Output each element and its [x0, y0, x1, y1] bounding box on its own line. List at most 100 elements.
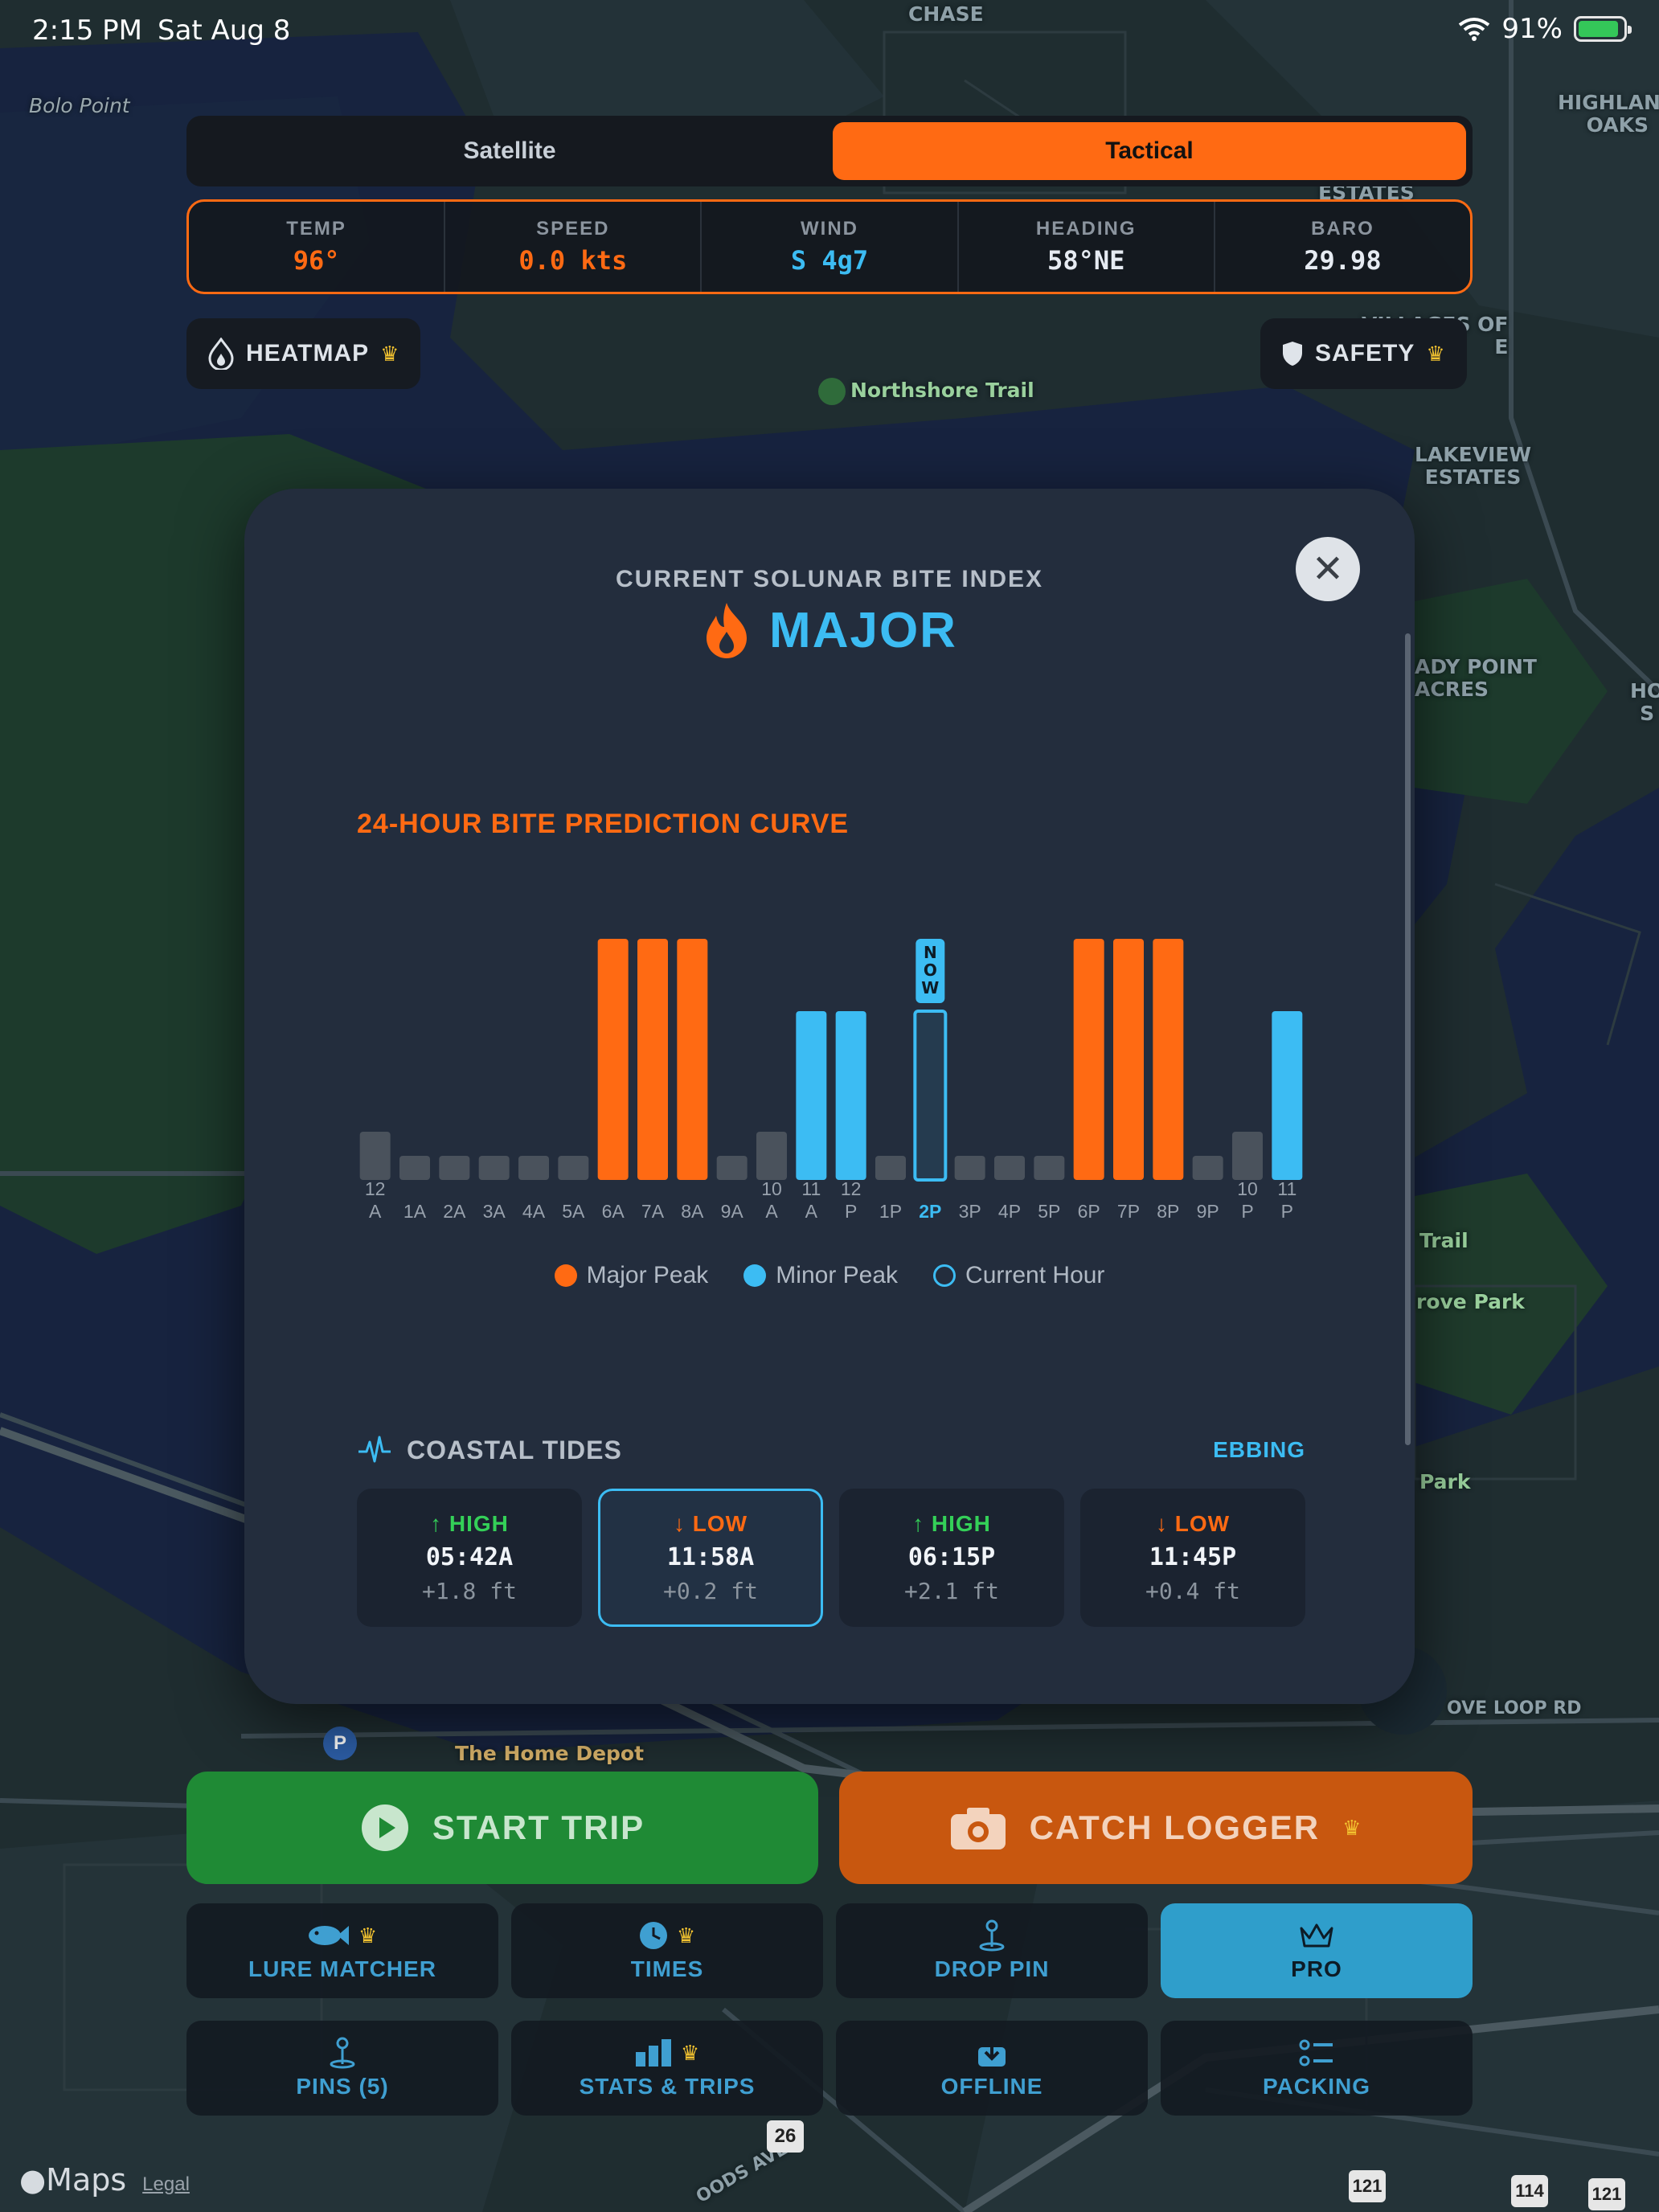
highway-shield-26: 26 — [767, 2120, 804, 2153]
tide-height: +1.8 ft — [421, 1578, 517, 1604]
times-button[interactable]: ♛ TIMES — [511, 1903, 823, 1998]
stats-trips-button[interactable]: ♛ STATS & TRIPS — [511, 2021, 823, 2116]
tides-title-wrap: COASTAL TIDES — [357, 1434, 622, 1466]
chart-bar-none — [994, 1156, 1025, 1180]
tides-state: EBBING — [1213, 1437, 1305, 1462]
chart-tick-label: 5A — [562, 1201, 585, 1222]
tide-type-label: LOW — [1174, 1511, 1231, 1536]
tide-type-label: LOW — [692, 1511, 748, 1536]
lure-matcher-button[interactable]: ♛ LURE MATCHER — [186, 1903, 498, 1998]
catch-logger-button[interactable]: CATCH LOGGER ♛ — [839, 1772, 1473, 1884]
chart-tick-label: 2A — [443, 1201, 466, 1222]
chart-bar-none — [716, 1156, 748, 1180]
map-label-bolo-point: Bolo Point — [29, 94, 130, 117]
tide-card[interactable]: ↑ HIGH 05:42A +1.8 ft — [357, 1489, 582, 1627]
shield-icon — [1283, 342, 1302, 366]
crown-icon: ♛ — [1426, 341, 1446, 366]
scroll-indicator[interactable] — [1405, 633, 1411, 1445]
chart-bar-none — [399, 1156, 430, 1180]
chart-tick-label: 3P — [959, 1201, 981, 1222]
crown-icon: ♛ — [380, 341, 400, 366]
crown-icon: ♛ — [1342, 1815, 1363, 1840]
tide-time: 06:15P — [907, 1543, 996, 1571]
times-label: TIMES — [630, 1956, 704, 1981]
tide-card[interactable]: ↓ LOW 11:45P +0.4 ft — [1080, 1489, 1305, 1627]
map-label-shady-point: ADY POINT ACRES — [1415, 655, 1537, 701]
chart-bar-minor — [796, 1011, 827, 1180]
heatmap-button[interactable]: HEATMAP ♛ — [186, 318, 421, 389]
icon-row: ♛ — [638, 1919, 696, 1952]
drop-pin-label: DROP PIN — [934, 1956, 1050, 1981]
chart-tick-label: 1P — [879, 1201, 902, 1222]
offline-button[interactable]: OFFLINE — [836, 2021, 1148, 2116]
chart-bar-major — [1073, 939, 1104, 1180]
icon-row — [977, 1919, 1006, 1952]
chart-bar-none — [875, 1156, 906, 1180]
chart-tick-label: 4P — [998, 1201, 1021, 1222]
tide-height: +2.1 ft — [903, 1578, 999, 1604]
chart-tick-label: 5P — [1038, 1201, 1060, 1222]
tide-type-label: HIGH — [931, 1511, 991, 1536]
safety-button[interactable]: SAFETY ♛ — [1260, 318, 1467, 389]
legal-link[interactable]: Legal — [142, 2173, 190, 2195]
telemetry-label: TEMP — [286, 218, 346, 240]
highway-shield-121: 121 — [1349, 2170, 1386, 2202]
chart-bar-none — [439, 1156, 470, 1180]
chart-bar-none — [756, 1132, 787, 1180]
telemetry-heading: HEADING 58°NE — [959, 202, 1215, 292]
telemetry-label: HEADING — [1035, 218, 1137, 240]
icon-row — [1299, 2037, 1334, 2069]
map-label-trail: Trail — [1419, 1229, 1469, 1252]
start-trip-label: START TRIP — [432, 1809, 645, 1846]
tide-card-current[interactable]: ↓ LOW 11:58A +0.2 ft — [598, 1489, 823, 1627]
clock-icon — [639, 1922, 667, 1949]
catch-logger-label: CATCH LOGGER — [1029, 1809, 1321, 1846]
arrow-down-icon: ↓ — [1155, 1511, 1168, 1536]
chart-tick-label: 7P — [1117, 1201, 1140, 1222]
icon-row — [1298, 1919, 1335, 1952]
bite-prediction-chart: 12 A 1A 2A 3A 4A 5A 6A 7A 8A 9A 10 A 11 A 12 P 1P 2P N O W 3P 4… — [359, 939, 1303, 1222]
chart-tick-label: 3A — [483, 1201, 506, 1222]
highway-shield-121-b: 121 — [1588, 2178, 1625, 2210]
tide-type: ↑ HIGH — [912, 1511, 991, 1537]
now-marker — [916, 939, 945, 1003]
maps-attribution: ●Maps Legal — [19, 2162, 190, 2198]
segment-satellite[interactable]: Satellite — [463, 137, 556, 164]
telemetry-baro: BARO 29.98 — [1215, 202, 1470, 292]
chart-tick-label: 6A — [602, 1201, 625, 1222]
heatmap-label: HEATMAP — [246, 340, 370, 367]
drop-pin-button[interactable]: DROP PIN — [836, 1903, 1148, 1998]
telemetry-label: WIND — [801, 218, 858, 240]
start-trip-button[interactable]: START TRIP — [186, 1772, 818, 1884]
status-date: Sat Aug 8 — [158, 14, 291, 47]
chart-title: 24-HOUR BITE PREDICTION CURVE — [357, 809, 850, 839]
bar-chart-icon — [635, 2039, 671, 2067]
battery-icon — [1574, 16, 1632, 42]
packing-button[interactable]: PACKING — [1161, 2021, 1473, 2116]
tide-card[interactable]: ↑ HIGH 06:15P +2.1 ft — [839, 1489, 1064, 1627]
telemetry-panel: TEMP 96° SPEED 0.0 kts WIND S 4g7 HEADIN… — [186, 199, 1473, 294]
chart-tick-label: 6P — [1078, 1201, 1100, 1222]
chart-tick-label: 12 P — [841, 1178, 862, 1222]
telemetry-value: 58°NE — [1047, 245, 1125, 276]
safety-label: SAFETY — [1315, 340, 1415, 367]
status-time: 2:15 PM — [32, 14, 142, 47]
pro-label: PRO — [1291, 1956, 1342, 1981]
chart-bar-none — [359, 1132, 391, 1180]
battery-percent: 91% — [1501, 13, 1563, 45]
close-button[interactable]: ✕ — [1296, 537, 1360, 601]
chart-tick-label: 8P — [1157, 1201, 1179, 1222]
bite-index-modal: ✕ CURRENT SOLUNAR BITE INDEX MAJOR 24-HO… — [244, 489, 1415, 1704]
status-bar: 2:15 PM Sat Aug 8 91% — [0, 0, 1659, 64]
pro-button[interactable]: PRO — [1161, 1903, 1473, 1998]
map-label-chase: CHASE — [908, 2, 984, 26]
tide-type: ↓ LOW — [1156, 1511, 1230, 1537]
pins-button[interactable]: PINS (5) — [186, 2021, 498, 2116]
chart-bar-none — [954, 1156, 985, 1180]
northshore-trail-text: Northshore Trail — [850, 379, 1034, 402]
play-icon — [361, 1804, 408, 1851]
chart-legend: Major Peak Minor Peak Current Hour — [244, 1262, 1415, 1289]
segment-tactical[interactable]: Tactical — [833, 122, 1466, 180]
map-label-home-depot: The Home Depot — [455, 1742, 645, 1765]
crown-icon: ♛ — [680, 2040, 701, 2065]
